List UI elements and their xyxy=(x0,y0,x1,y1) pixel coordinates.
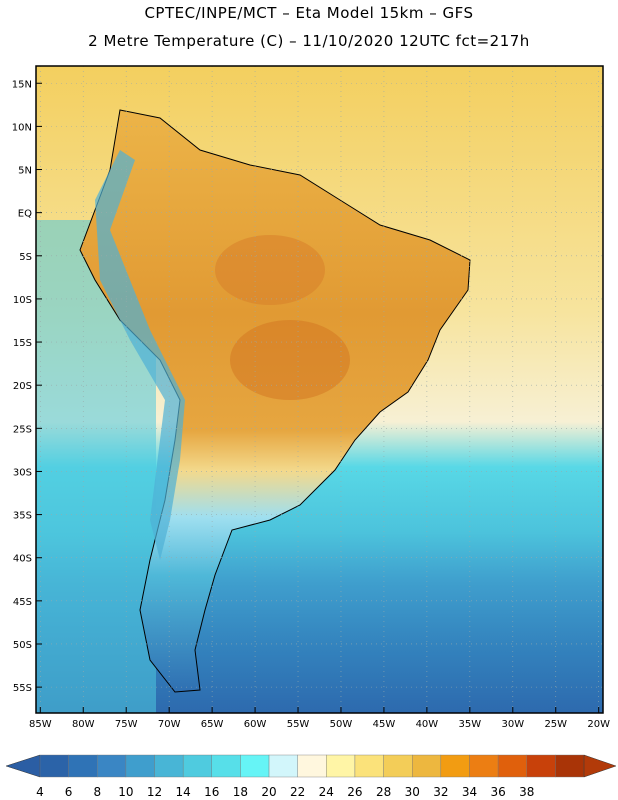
colorbar-bin xyxy=(326,754,356,778)
hot-core-amazon xyxy=(215,235,325,305)
colorbar-tick-label: 10 xyxy=(118,785,133,799)
colorbar-bin xyxy=(297,754,327,778)
lat-tick-label: 5S xyxy=(19,252,32,263)
colorbar-tick-label: 36 xyxy=(490,785,505,799)
lon-tick-label: 70W xyxy=(158,719,181,730)
colorbar-tick-label: 38 xyxy=(519,785,534,799)
andes-cold-band xyxy=(95,150,185,560)
lat-tick-label: 15N xyxy=(12,79,32,90)
lat-tick-label: 55S xyxy=(13,683,32,694)
lat-tick-label: 20S xyxy=(13,381,32,392)
colorbar-low-arrow xyxy=(5,754,41,778)
longitude-labels: 85W 80W 75W 70W 65W 60W 55W 50W 45W 40W 35W 30W 25W 2… xyxy=(29,707,610,730)
colorbar-tick-label: 18 xyxy=(233,785,248,799)
lat-tick-label: 15S xyxy=(13,338,32,349)
lon-tick-label: 50W xyxy=(330,719,353,730)
lat-tick-label: 40S xyxy=(13,554,32,565)
colorbar-bin xyxy=(97,754,127,778)
colorbar-bin xyxy=(469,754,499,778)
lat-tick-label: 45S xyxy=(13,597,32,608)
lon-tick-label: 40W xyxy=(416,719,439,730)
colorbar-bin xyxy=(240,754,270,778)
lat-tick-label: 25S xyxy=(13,424,32,435)
colorbar-bin xyxy=(354,754,384,778)
lon-tick-label: 65W xyxy=(201,719,224,730)
colorbar-bin xyxy=(497,754,527,778)
lon-tick-label: 30W xyxy=(501,719,524,730)
chart-title-line-2: 2 Metre Temperature (C) – 11/10/2020 12U… xyxy=(88,32,530,50)
lat-tick-label: EQ xyxy=(18,209,32,220)
colorbar-tick-label: 16 xyxy=(204,785,219,799)
lon-tick-label: 55W xyxy=(287,719,310,730)
colorbar-bin xyxy=(555,754,585,778)
map-frame xyxy=(35,65,604,714)
colorbar-tick-label: 12 xyxy=(147,785,162,799)
lat-tick-label: 5N xyxy=(18,166,32,177)
colorbar-tick-label: 20 xyxy=(261,785,276,799)
lon-tick-label: 75W xyxy=(115,719,138,730)
temperature-map: 15N 10N 5N EQ 5S 10S 15S 20S 25S 30S 35S 40S 45S 50S 5… xyxy=(12,65,610,730)
colorbar-bin xyxy=(125,754,155,778)
colorbar-tick-label: 8 xyxy=(93,785,101,799)
lon-tick-label: 20W xyxy=(587,719,610,730)
lon-tick-label: 80W xyxy=(72,719,95,730)
colorbar-tick-label: 14 xyxy=(176,785,191,799)
colorbar-tick-label: 34 xyxy=(462,785,477,799)
colorbar-tick-label: 32 xyxy=(433,785,448,799)
lat-tick-label: 10S xyxy=(13,295,32,306)
colorbar-tick-label: 26 xyxy=(347,785,362,799)
colorbar-bin xyxy=(39,754,69,778)
lat-tick-label: 10N xyxy=(12,122,32,133)
latitude-labels: 15N 10N 5N EQ 5S 10S 15S 20S 25S 30S 35S 40S 45S 50S 5… xyxy=(12,79,42,694)
colorbar-tick-label: 6 xyxy=(65,785,73,799)
lon-tick-label: 35W xyxy=(459,719,482,730)
colorbar-bin xyxy=(268,754,298,778)
colorbar-bin xyxy=(211,754,241,778)
chart-title-line-1: CPTEC/INPE/MCT – Eta Model 15km – GFS xyxy=(144,4,474,22)
lon-tick-label: 25W xyxy=(544,719,567,730)
colorbar-bin xyxy=(440,754,470,778)
colorbar-bin xyxy=(412,754,442,778)
lon-tick-label: 60W xyxy=(244,719,267,730)
colorbar-high-arrow xyxy=(583,754,617,778)
lat-tick-label: 50S xyxy=(13,640,32,651)
colorbar-tick-label: 4 xyxy=(36,785,44,799)
colorbar-bin xyxy=(68,754,98,778)
lat-tick-label: 30S xyxy=(13,467,32,478)
hot-core-center xyxy=(230,320,350,400)
colorbar-tick-label: 24 xyxy=(319,785,334,799)
lon-tick-label: 45W xyxy=(373,719,396,730)
colorbar-tick-label: 30 xyxy=(405,785,420,799)
lon-tick-label: 85W xyxy=(29,719,52,730)
colorbar-bin xyxy=(154,754,184,778)
colorbar-tick-label: 28 xyxy=(376,785,391,799)
colorbar-bin xyxy=(182,754,212,778)
colorbar-tick-label: 22 xyxy=(290,785,305,799)
colorbar-bin xyxy=(383,754,413,778)
colorbar-bin xyxy=(526,754,556,778)
lat-tick-label: 35S xyxy=(13,511,32,522)
